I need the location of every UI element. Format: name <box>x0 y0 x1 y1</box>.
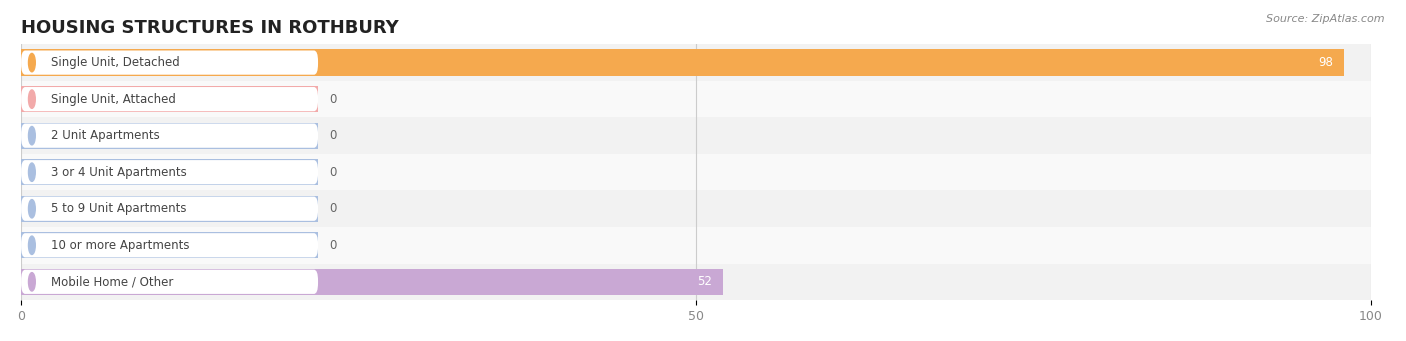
Text: HOUSING STRUCTURES IN ROTHBURY: HOUSING STRUCTURES IN ROTHBURY <box>21 19 399 37</box>
Circle shape <box>28 90 35 108</box>
Text: Mobile Home / Other: Mobile Home / Other <box>51 275 173 288</box>
FancyBboxPatch shape <box>21 160 318 184</box>
Text: 2 Unit Apartments: 2 Unit Apartments <box>51 129 159 142</box>
Text: 0: 0 <box>329 239 336 252</box>
Bar <box>21 122 318 149</box>
Bar <box>21 81 1371 117</box>
Text: 0: 0 <box>329 93 336 106</box>
Bar <box>21 154 1371 191</box>
Circle shape <box>28 272 35 291</box>
Text: 0: 0 <box>329 166 336 179</box>
Circle shape <box>28 54 35 72</box>
Circle shape <box>28 163 35 181</box>
Bar <box>21 86 318 112</box>
Text: 98: 98 <box>1319 56 1333 69</box>
Text: 3 or 4 Unit Apartments: 3 or 4 Unit Apartments <box>51 166 187 179</box>
Text: 52: 52 <box>697 275 713 288</box>
Bar <box>21 117 1371 154</box>
Bar <box>21 264 1371 300</box>
Bar <box>21 191 1371 227</box>
Bar <box>21 49 1344 76</box>
Bar <box>21 196 318 222</box>
Text: 0: 0 <box>329 129 336 142</box>
Circle shape <box>28 127 35 145</box>
Circle shape <box>28 236 35 254</box>
FancyBboxPatch shape <box>21 233 318 257</box>
Text: 0: 0 <box>329 202 336 215</box>
Bar <box>21 44 1371 81</box>
FancyBboxPatch shape <box>21 87 318 111</box>
Text: Source: ZipAtlas.com: Source: ZipAtlas.com <box>1267 14 1385 24</box>
Text: Single Unit, Attached: Single Unit, Attached <box>51 93 176 106</box>
Bar <box>21 159 318 186</box>
Text: Single Unit, Detached: Single Unit, Detached <box>51 56 180 69</box>
Bar <box>21 227 1371 264</box>
Bar <box>21 269 723 295</box>
Text: 5 to 9 Unit Apartments: 5 to 9 Unit Apartments <box>51 202 186 215</box>
Bar <box>21 232 318 258</box>
Circle shape <box>28 199 35 218</box>
FancyBboxPatch shape <box>21 123 318 148</box>
FancyBboxPatch shape <box>21 270 318 294</box>
FancyBboxPatch shape <box>21 50 318 75</box>
FancyBboxPatch shape <box>21 197 318 221</box>
Text: 10 or more Apartments: 10 or more Apartments <box>51 239 190 252</box>
